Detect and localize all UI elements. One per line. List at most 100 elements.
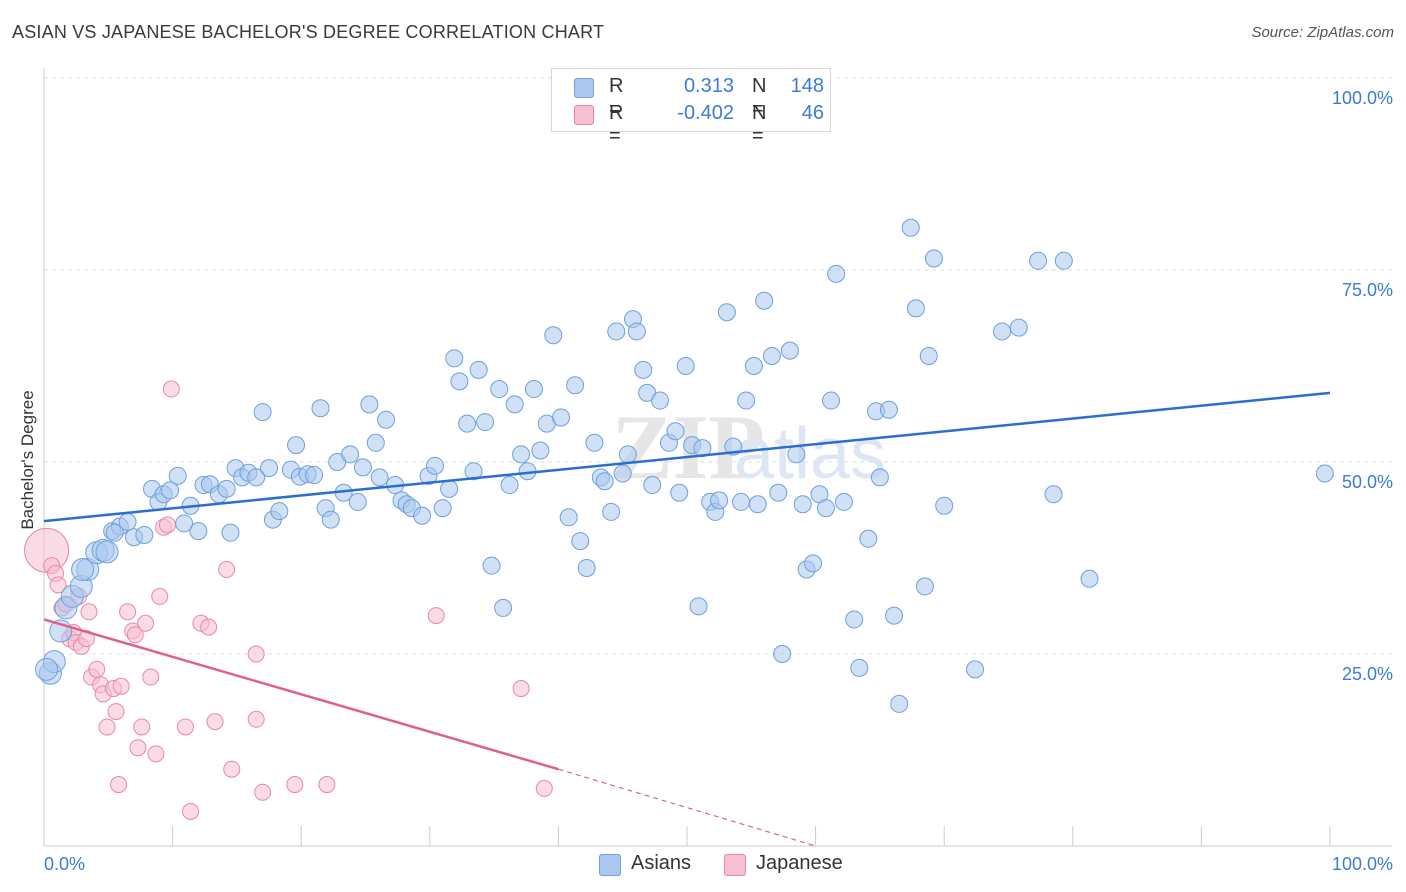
asian-point: [464, 462, 483, 481]
asian-point: [780, 341, 799, 360]
asian-point: [1315, 464, 1334, 483]
asian-point: [804, 554, 823, 573]
asian-point: [287, 436, 306, 455]
asian-point: [773, 645, 792, 663]
asian-point: [450, 372, 469, 391]
japanese-point: [176, 718, 194, 736]
asian-point: [366, 433, 385, 452]
japanese-point: [200, 618, 218, 636]
asian-point: [901, 218, 920, 237]
asian-point: [924, 249, 943, 268]
asian-point: [1029, 251, 1048, 270]
correlation-legend: R = 0.313 N = 148 R = -0.402 N = 46: [551, 68, 831, 147]
japanese-points: [24, 380, 553, 820]
asian-point: [627, 322, 646, 341]
asian-point: [919, 347, 938, 366]
asian-point: [469, 360, 488, 379]
japanese-point: [151, 587, 169, 605]
axes: [43, 68, 1392, 847]
asian-point: [769, 483, 788, 502]
japanese-point: [110, 776, 128, 794]
japanese-n-label: N =: [752, 102, 767, 147]
asian-point: [341, 445, 360, 464]
japanese-point: [133, 718, 151, 736]
asian-point: [885, 606, 904, 625]
asian-point: [566, 376, 585, 395]
asian-point: [370, 468, 389, 487]
asian-point: [305, 466, 324, 485]
asian-point: [1080, 569, 1099, 588]
asians-swatch: [574, 78, 594, 98]
japanese-point: [137, 614, 155, 632]
asian-point: [1009, 318, 1028, 337]
japanese-point: [535, 779, 553, 797]
asian-point: [217, 479, 236, 498]
asian-point: [935, 496, 954, 515]
asian-point: [175, 514, 194, 533]
asian-point: [360, 395, 379, 414]
asian-point: [1054, 251, 1073, 270]
asian-point: [666, 422, 685, 441]
y-tick-label: 75.0%: [1342, 280, 1393, 300]
asians-r-value: 0.313: [683, 75, 734, 97]
trend-lines: [43, 391, 1331, 847]
japanese-swatch: [574, 105, 594, 125]
y-tick-label: 100.0%: [1332, 88, 1393, 108]
asian-point: [890, 694, 909, 713]
asian-point: [168, 466, 187, 485]
asian-point: [906, 299, 925, 318]
asian-point: [1044, 485, 1063, 504]
asian-point: [870, 468, 889, 487]
japanese-point: [247, 710, 265, 728]
japanese-point: [318, 776, 336, 794]
source-label: Source: ZipAtlas.com: [1251, 24, 1394, 41]
japanese-r-label: R =: [609, 102, 624, 147]
asian-point: [253, 403, 272, 422]
asian-point: [348, 492, 367, 511]
x-tick-label: 100.0%: [1332, 854, 1393, 874]
japanese-legend-label: Japanese: [756, 852, 843, 874]
asian-point: [585, 433, 604, 452]
tick-labels: 100.0% 75.0% 50.0% 25.0% 0.0% 100.0%: [44, 88, 1393, 874]
asian-point: [822, 391, 841, 410]
asian-point: [634, 360, 653, 379]
japanese-point: [427, 607, 445, 625]
asian-point: [689, 597, 708, 616]
asian-point: [476, 413, 495, 432]
japanese-point: [158, 516, 176, 534]
japanese-r-value: -0.402: [677, 102, 734, 124]
asian-point: [737, 391, 756, 410]
asian-point: [377, 410, 396, 429]
asian-point: [413, 506, 432, 525]
japanese-point: [162, 380, 180, 398]
watermark-atlas: atlas: [734, 414, 886, 494]
asian-point: [676, 357, 695, 375]
japanese-point: [142, 668, 160, 686]
asian-point: [512, 445, 531, 464]
asian-point: [744, 357, 763, 375]
asian-point: [490, 380, 509, 399]
asian-point: [762, 347, 781, 366]
asians-r-label: R =: [609, 75, 624, 120]
japanese-point: [182, 802, 200, 820]
asian-point: [551, 408, 570, 427]
asian-point: [433, 499, 452, 518]
japanese-point: [88, 660, 106, 678]
asian-point: [602, 502, 621, 521]
asian-point: [71, 558, 95, 582]
asian-point: [189, 522, 208, 541]
asian-point: [505, 395, 524, 414]
asian-point: [135, 525, 154, 544]
japanese-point: [126, 626, 144, 644]
asian-point: [827, 264, 846, 283]
asian-point: [879, 400, 898, 419]
asian-point: [650, 391, 669, 410]
asian-point: [311, 399, 330, 418]
japanese-point: [119, 603, 137, 621]
asian-point: [494, 598, 513, 617]
asian-point: [445, 349, 464, 368]
japanese-point: [286, 776, 304, 794]
japanese-n-value: 46: [801, 102, 824, 124]
japanese-point: [107, 703, 125, 721]
asian-point: [816, 499, 835, 518]
